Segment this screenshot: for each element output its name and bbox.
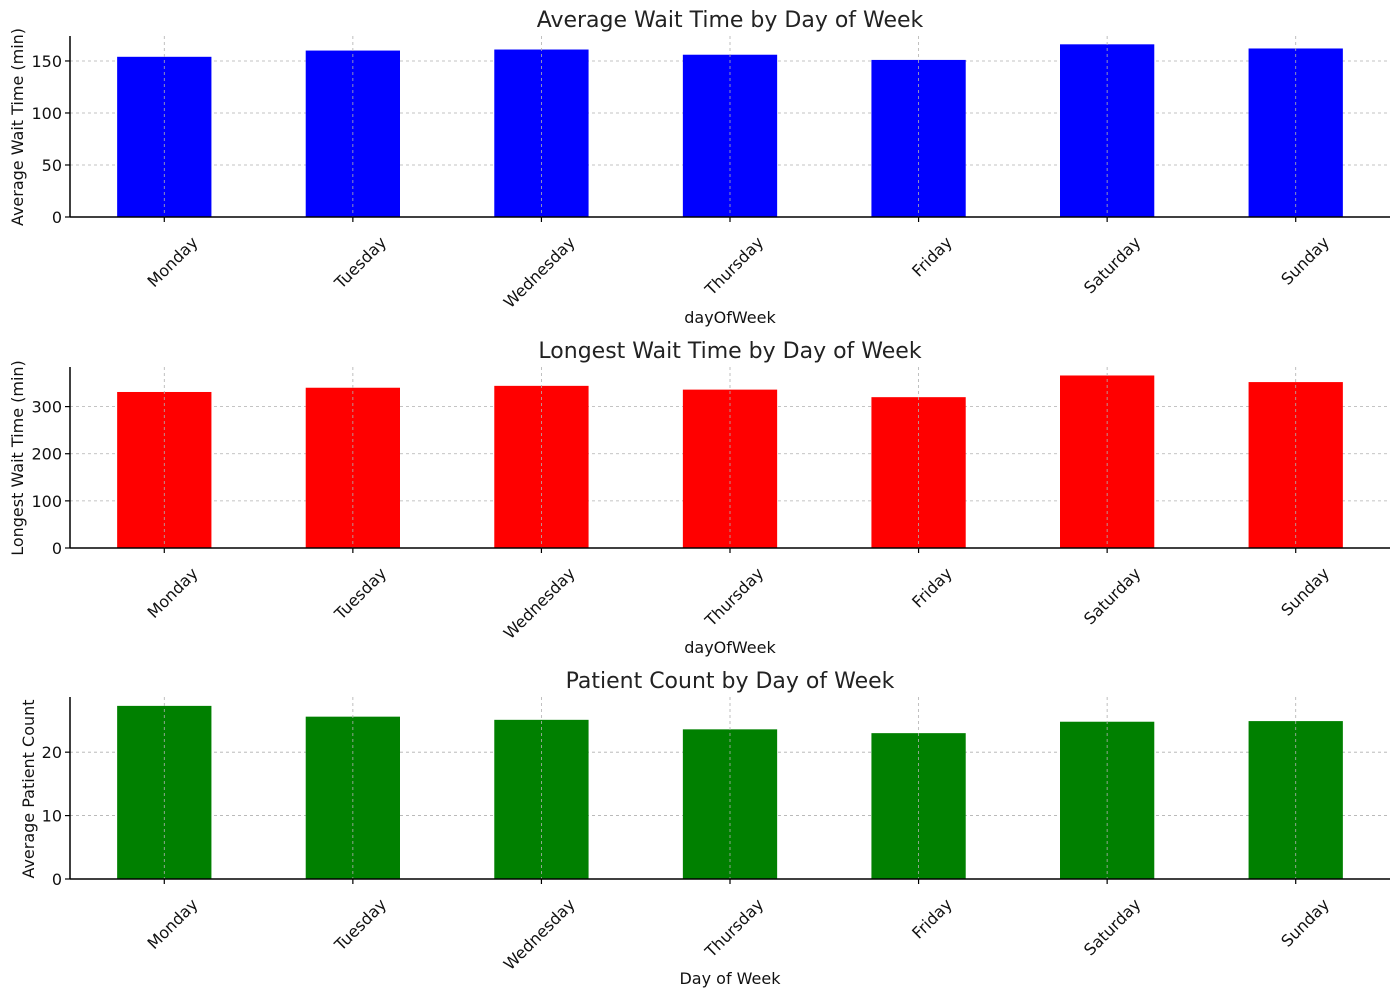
bar-thursday <box>682 54 778 217</box>
y-tick-label: 0 <box>52 539 62 558</box>
x-tick-label-friday: Friday <box>908 895 956 943</box>
y-tick-label: 100 <box>31 104 62 123</box>
chart-title: Average Wait Time by Day of Week <box>537 8 924 33</box>
x-tick-label-friday: Friday <box>908 564 956 612</box>
y-tick-label: 0 <box>52 208 62 227</box>
x-tick-label-wednesday: Wednesday <box>500 564 579 643</box>
x-tick-label-wednesday: Wednesday <box>500 233 579 312</box>
y-tick-label: 20 <box>42 743 62 762</box>
bar-tuesday <box>305 387 400 548</box>
bar-monday <box>117 56 212 217</box>
x-tick-label-tuesday: Tuesday <box>330 564 390 624</box>
x-tick-label-sunday: Sunday <box>1277 233 1333 289</box>
x-tick-label-monday: Monday <box>143 233 201 291</box>
y-tick-label: 300 <box>31 398 62 417</box>
y-tick-label: 100 <box>31 492 62 511</box>
x-tick-label-monday: Monday <box>143 564 201 622</box>
y-tick-label: 0 <box>52 870 62 889</box>
x-axis-label: dayOfWeek <box>684 638 776 657</box>
x-tick-label-thursday: Thursday <box>701 564 768 631</box>
x-tick-label-tuesday: Tuesday <box>330 895 390 955</box>
x-tick-label-friday: Friday <box>908 233 956 281</box>
y-tick-label: 10 <box>42 807 62 826</box>
x-axis-label: Day of Week <box>679 969 781 988</box>
y-tick-label: 150 <box>31 52 62 71</box>
chart-title: Longest Wait Time by Day of Week <box>538 339 921 364</box>
x-tick-label-sunday: Sunday <box>1277 564 1333 620</box>
bar-saturday <box>1060 44 1155 217</box>
average-wait-time-chart: Average Wait Time by Day of Week dayOfWe… <box>8 8 1390 327</box>
x-tick-label-saturday: Saturday <box>1080 564 1144 628</box>
chart-title: Patient Count by Day of Week <box>566 669 895 694</box>
patient-count-chart: Patient Count by Day of Week Day of Week… <box>19 669 1390 988</box>
y-tick-label: 200 <box>31 445 62 464</box>
y-axis-label: Average Wait Time (min) <box>8 28 27 226</box>
y-axis-label: Average Patient Count <box>19 699 38 878</box>
bar-saturday <box>1060 375 1155 548</box>
y-axis-label: Longest Wait Time (min) <box>8 360 27 556</box>
x-tick-label-sunday: Sunday <box>1277 895 1333 951</box>
x-tick-label-saturday: Saturday <box>1080 895 1144 959</box>
x-tick-label-thursday: Thursday <box>701 895 768 962</box>
bar-wednesday <box>494 385 589 548</box>
longest-wait-time-chart: Longest Wait Time by Day of Week dayOfWe… <box>8 339 1390 657</box>
bar-tuesday <box>305 716 400 879</box>
bars <box>117 44 1343 218</box>
x-tick-label-monday: Monday <box>143 895 201 953</box>
bars <box>117 375 1343 548</box>
x-tick-label-tuesday: Tuesday <box>330 233 390 293</box>
x-axis-label: dayOfWeek <box>684 308 776 327</box>
x-tick-label-saturday: Saturday <box>1080 233 1144 297</box>
y-tick-label: 50 <box>42 156 62 175</box>
x-tick-label-thursday: Thursday <box>701 233 768 300</box>
x-tick-label-wednesday: Wednesday <box>500 895 579 974</box>
